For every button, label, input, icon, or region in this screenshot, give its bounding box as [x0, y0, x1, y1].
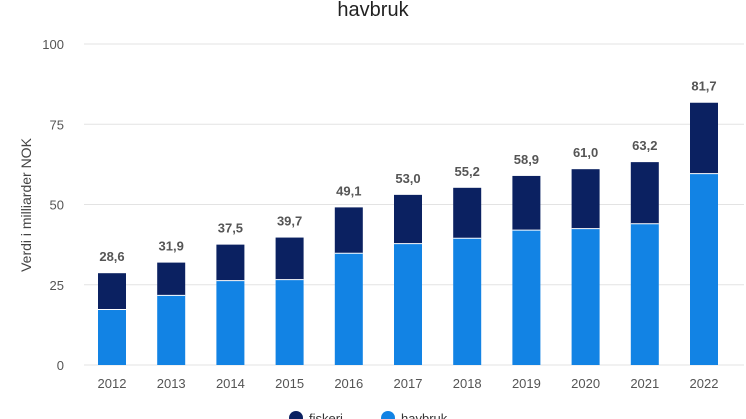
- bar-fiskeri: [98, 273, 126, 310]
- bar-havbruk: [275, 279, 304, 365]
- y-tick-label: 0: [57, 358, 64, 373]
- y-tick-label: 25: [50, 278, 64, 293]
- bar-havbruk: [690, 173, 718, 365]
- bar-fiskeri: [512, 175, 541, 231]
- bars: 28,6 31,9 37,5 39,7 49,1 53,0 55,2 58,9 61,0 63,2…: [98, 79, 718, 365]
- x-tick-label: 2020: [571, 376, 600, 391]
- bar-havbruk: [334, 253, 363, 365]
- data-label: 81,7: [691, 79, 716, 94]
- x-axis-ticks: 2012 2013 2014 2015 2016 2017 2018 2019 2020 2021…: [98, 376, 719, 391]
- bar-havbruk: [157, 295, 186, 365]
- data-label: 53,0: [395, 171, 420, 186]
- x-tick-label: 2019: [512, 376, 541, 391]
- x-tick-label: 2015: [275, 376, 304, 391]
- data-label: 61,0: [573, 145, 598, 160]
- data-label: 58,9: [514, 152, 539, 167]
- bar-havbruk: [630, 223, 659, 365]
- x-tick-label: 2016: [334, 376, 363, 391]
- x-tick-label: 2017: [394, 376, 423, 391]
- bar-havbruk: [98, 309, 126, 365]
- bar-fiskeri: [630, 162, 659, 224]
- x-tick-label: 2013: [157, 376, 186, 391]
- bar-fiskeri: [690, 102, 718, 174]
- bar-fiskeri: [394, 194, 422, 244]
- x-tick-label: 2022: [690, 376, 719, 391]
- bar-havbruk: [394, 243, 422, 365]
- bar-havbruk: [453, 238, 482, 365]
- data-label: 49,1: [336, 183, 361, 198]
- bar-havbruk: [571, 228, 600, 365]
- bar-fiskeri: [571, 169, 600, 229]
- legend: fiskeri havbruk: [289, 411, 448, 419]
- y-axis-ticks: 0 25 50 75 100: [42, 37, 64, 373]
- y-tick-label: 75: [50, 117, 64, 132]
- x-tick-label: 2012: [98, 376, 127, 391]
- legend-label-havbruk: havbruk: [401, 411, 448, 419]
- data-label: 31,9: [159, 239, 184, 254]
- x-tick-label: 2018: [453, 376, 482, 391]
- data-label: 55,2: [455, 164, 480, 179]
- bar-havbruk: [216, 280, 245, 365]
- bar-fiskeri: [453, 187, 482, 239]
- x-tick-label: 2021: [630, 376, 659, 391]
- data-label: 63,2: [632, 138, 657, 153]
- data-label: 39,7: [277, 214, 302, 229]
- chart-title: havbruk: [337, 0, 409, 21]
- y-tick-label: 100: [42, 37, 64, 52]
- y-axis-label: Verdi i milliarder NOK: [18, 137, 34, 271]
- data-label: 28,6: [99, 249, 124, 264]
- bar-fiskeri: [334, 207, 363, 254]
- legend-marker-fiskeri: [289, 411, 303, 419]
- bar-havbruk: [512, 230, 541, 365]
- data-label: 37,5: [218, 221, 243, 236]
- legend-label-fiskeri: fiskeri: [309, 411, 343, 419]
- bar-fiskeri: [216, 244, 245, 281]
- y-tick-label: 50: [50, 198, 64, 213]
- bar-fiskeri: [275, 237, 304, 280]
- bar-fiskeri: [157, 262, 186, 296]
- x-tick-label: 2014: [216, 376, 245, 391]
- legend-marker-havbruk: [381, 411, 395, 419]
